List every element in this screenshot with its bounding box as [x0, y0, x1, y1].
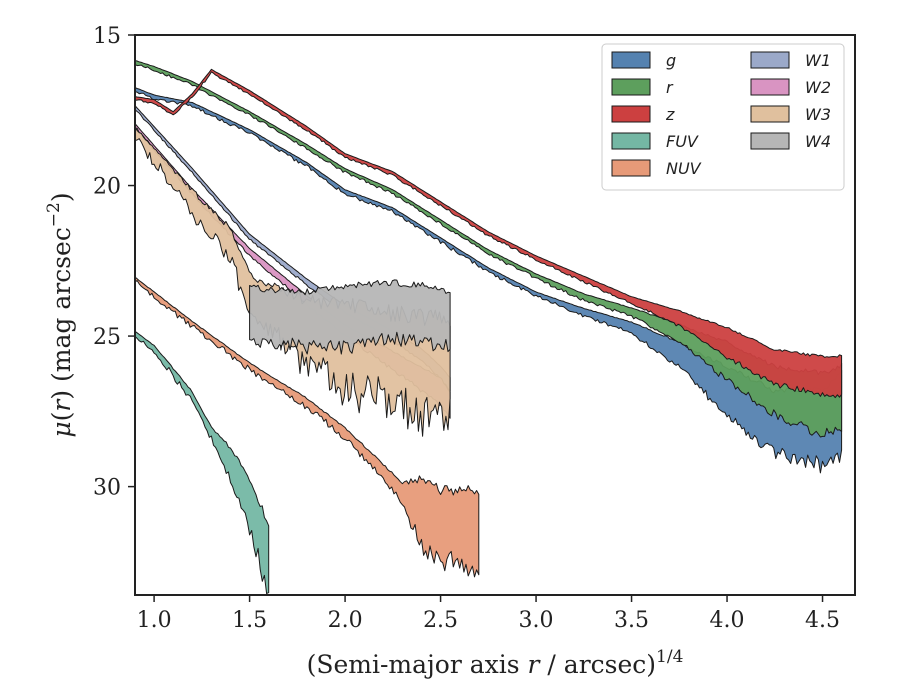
legend-label-g: g [666, 51, 676, 70]
legend-swatch-nuv [611, 159, 651, 177]
y-tick-label: 25 [93, 325, 121, 350]
x-tick-label: 2.5 [423, 608, 458, 633]
legend-swatch-w2 [750, 78, 790, 96]
x-tick-label: 4.5 [805, 608, 840, 633]
legend-label-fuv: FUV [666, 132, 699, 151]
y-tick-label: 15 [93, 24, 121, 49]
band-w4 [249, 279, 451, 355]
x-tick-label: 4.0 [710, 608, 745, 633]
legend-label-r: r [666, 78, 674, 97]
x-tick-label: 1.0 [137, 608, 172, 633]
legend-label-nuv: NUV [666, 159, 702, 178]
plot-frame [134, 34, 856, 596]
legend: grz FUV NUV W1 W2 W3 W4 [601, 43, 845, 191]
x-axis: 1.0 1.5 2.0 2.5 3.0 3.5 4.0 4.5 [137, 595, 840, 633]
legend-swatch-fuv [611, 132, 651, 150]
band-nuv [135, 276, 480, 578]
band-r [135, 60, 843, 438]
profile-bands [135, 60, 843, 595]
band-g [135, 87, 843, 474]
legend-swatch-g [611, 51, 651, 69]
legend-label-z: z [665, 105, 675, 124]
legend-swatch-w3 [750, 105, 790, 123]
band-w3 [135, 126, 451, 437]
x-tick-label: 3.0 [519, 608, 554, 633]
legend-swatch-r [611, 78, 651, 96]
legend-swatch-z [611, 105, 651, 123]
x-tick-label: 3.5 [614, 608, 649, 633]
x-tick-label: 1.5 [232, 608, 267, 633]
legend-swatch-w4 [750, 132, 790, 150]
x-tick-label: 2.0 [328, 608, 363, 633]
legend-label-w4: W4 [805, 132, 831, 151]
y-axis: 15 20 25 30 [93, 24, 135, 501]
legend-label-w3: W3 [805, 105, 831, 124]
y-tick-label: 30 [93, 476, 121, 501]
y-tick-label: 20 [93, 175, 121, 200]
x-axis-label: (Semi-major axis r / arcsec)1/4 [307, 647, 684, 679]
legend-label-w2: W2 [805, 78, 831, 97]
y-axis-label: μ(r) (mag arcsec−2) [44, 192, 76, 437]
band-fuv [135, 330, 270, 595]
band-z [135, 68, 843, 399]
legend-label-w1: W1 [805, 51, 831, 70]
legend-swatch-w1 [750, 51, 790, 69]
